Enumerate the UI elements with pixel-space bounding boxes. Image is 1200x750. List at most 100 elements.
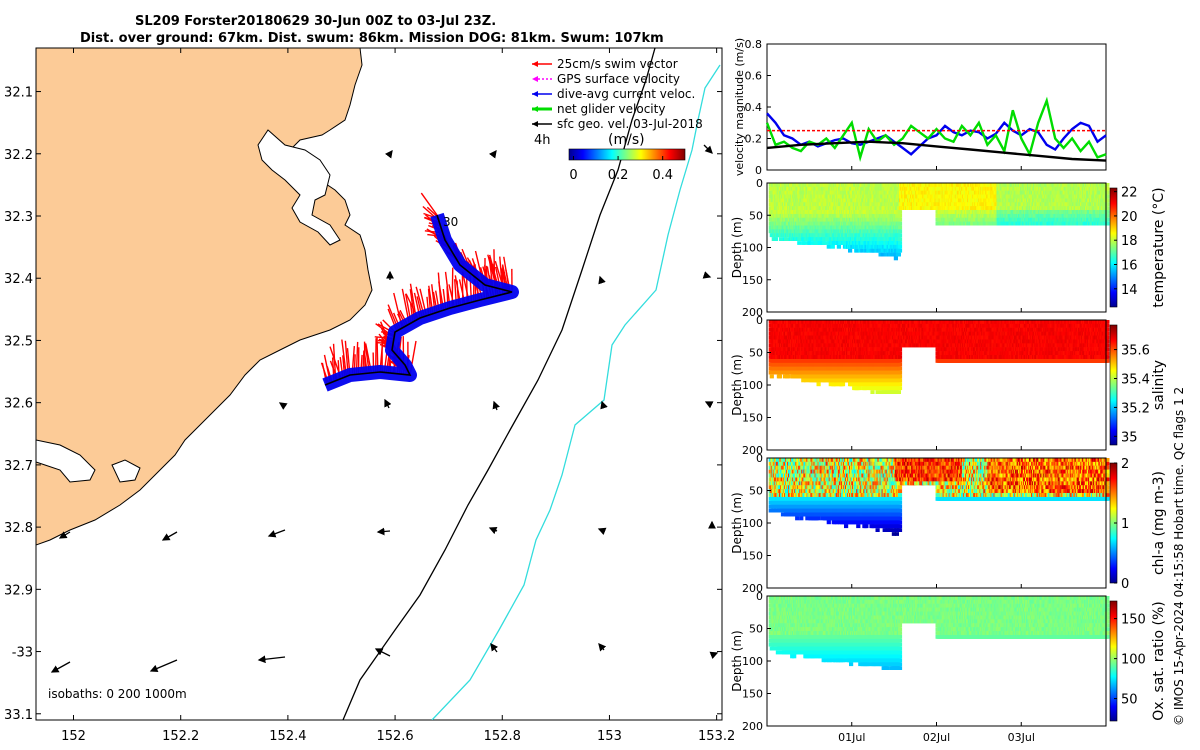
map-x-tick-label: 152 — [61, 729, 86, 744]
map-x-tick-label: 153 — [597, 729, 622, 744]
section-cell — [897, 229, 903, 234]
section-cell — [897, 217, 903, 222]
section-cbar-tick-label: 20 — [1121, 210, 1138, 225]
section-y-tick-label: 100 — [742, 242, 763, 255]
section-cell — [897, 248, 903, 253]
legend-label: 25cm/s swim vector — [557, 57, 678, 71]
section-y-tick-label: 50 — [749, 209, 763, 222]
map-y-tick-label: 32.9 — [4, 583, 33, 598]
title-line2: Dist. over ground: 67km. Dist. swum: 86k… — [80, 31, 664, 46]
section-cell — [826, 244, 831, 249]
velocity-frame — [766, 43, 1107, 171]
geo-arrow — [597, 527, 607, 536]
map-y-tick-label: 32.8 — [4, 521, 33, 536]
map-x-tick-label: 152.2 — [162, 729, 199, 744]
geo-arrow — [161, 531, 178, 541]
geo-arrow — [384, 398, 392, 409]
map-colorbar — [568, 148, 686, 161]
geo-arrow — [278, 402, 288, 410]
section-cell — [897, 214, 903, 218]
section-colorbar — [1109, 187, 1118, 308]
geo-arrow — [58, 531, 71, 539]
section-cell — [802, 241, 807, 245]
vel-y-tick-label: 0.2 — [745, 133, 763, 146]
label-4h: 4h — [534, 133, 551, 148]
section-cell — [1105, 221, 1110, 226]
section-cell — [860, 248, 865, 253]
section-cell — [1105, 217, 1110, 222]
estuary — [257, 129, 341, 246]
geo-arrow — [598, 643, 607, 652]
section-cell — [893, 256, 898, 261]
map-y-tick-label: 32.4 — [4, 272, 33, 287]
section-cell — [1105, 202, 1110, 207]
section-cbar-tick-label: 16 — [1121, 259, 1138, 274]
geo-arrow — [703, 144, 713, 154]
section-cell — [897, 244, 903, 249]
section-colorbar-label: temperature (°C) — [1151, 187, 1167, 307]
legend-arrowhead — [532, 106, 538, 112]
geo-arrow — [376, 527, 391, 536]
map-y-tick-label: 32.1 — [4, 86, 33, 101]
section-cell — [836, 244, 841, 249]
section-cell — [897, 233, 903, 238]
section-y-tick-label: 0 — [756, 177, 763, 190]
section-cell — [1105, 194, 1110, 199]
velocity-series-line — [766, 140, 1107, 162]
section-cell — [848, 248, 853, 253]
section-cell — [897, 221, 903, 226]
section-cbar-tick-label: 22 — [1121, 186, 1138, 201]
section-cell — [883, 252, 888, 257]
geo-arrow — [384, 149, 393, 159]
section-cell — [896, 252, 901, 257]
section-cell — [821, 241, 826, 245]
section-cell — [1105, 198, 1110, 203]
section-cell — [897, 237, 903, 241]
map-y-tick-label: 32.2 — [4, 148, 33, 163]
section-cell — [778, 237, 784, 241]
lake-2 — [111, 459, 141, 483]
geo-arrow — [257, 655, 286, 664]
geo-arrow — [598, 275, 606, 285]
section-cell — [1105, 210, 1110, 214]
swim-vector — [420, 192, 438, 216]
title-line1: SL209 Forster20180629 30-Jun 00Z to 03-J… — [135, 14, 497, 29]
section-cell — [807, 241, 812, 245]
colorbar-tick-label: 0.2 — [608, 168, 629, 183]
section-cbar-tick-label: 14 — [1121, 283, 1138, 298]
section-cell — [830, 244, 835, 249]
section-cell — [784, 237, 789, 241]
swim-vector — [426, 206, 439, 218]
geo-arrow — [149, 659, 178, 673]
geo-arrow — [50, 661, 71, 673]
section-cell — [897, 225, 903, 230]
section-cell — [1105, 186, 1110, 191]
geo-arrow — [600, 400, 608, 410]
glider-track — [320, 192, 519, 392]
section-cell — [880, 252, 885, 257]
colorbar-tick-label: 0.4 — [652, 168, 673, 183]
geo-arrow — [488, 149, 497, 159]
map-y-tick-label: 32.3 — [4, 210, 33, 225]
colorbar-unit-label: (m/s) — [608, 132, 645, 148]
vel-y-tick-label: 0.8 — [745, 38, 763, 51]
vel-y-label: velocity magnitude (m/s) — [733, 38, 746, 176]
map-x-tick-label: 153.2 — [698, 729, 735, 744]
geo-arrow — [267, 529, 286, 538]
vel-y-tick-label: 0 — [755, 164, 762, 177]
section-cell — [1105, 183, 1110, 187]
legend-arrowhead — [532, 76, 538, 82]
geo-arrow — [488, 526, 498, 535]
section-y-tick-label: 150 — [742, 274, 763, 287]
map-axis-ticks: 152 152.2 152.4 152.6 152.8 153 153.232.132.23… — [4, 48, 735, 744]
map-colorbar-ticks: 0 0.2 0.4 — [569, 156, 673, 183]
map-y-tick-label: 32.5 — [4, 334, 33, 349]
velocity-series-line — [765, 96, 1107, 162]
geo-arrow — [374, 648, 391, 657]
section-y-label: Depth (m) — [730, 217, 744, 278]
map-y-tick-label: 32.7 — [4, 459, 33, 474]
glider-path-line — [324, 214, 513, 386]
vel-y-tick-label: 0.6 — [745, 70, 763, 83]
